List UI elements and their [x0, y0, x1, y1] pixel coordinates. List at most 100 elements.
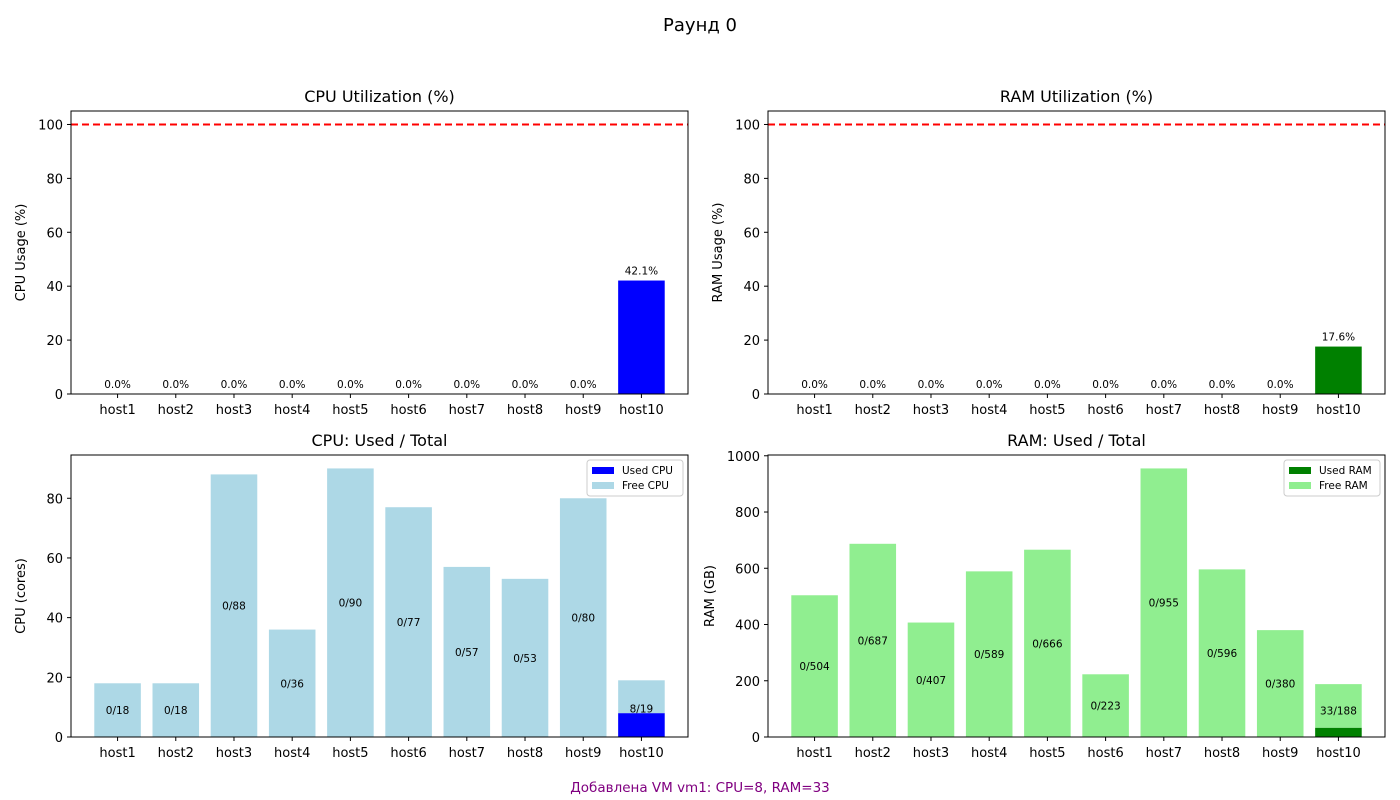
y-tick-label: 0	[55, 731, 63, 746]
bar-free-cpu-host9	[559, 498, 607, 737]
y-tick-label: 60	[46, 552, 63, 567]
x-tick-label: host5	[1029, 746, 1065, 761]
cpu-used-total-chart: CPU: Used / Total CPU (cores) 0/18 host1 0/1…	[14, 431, 689, 761]
legend-label: Used CPU	[622, 465, 673, 477]
bar-free-ram-host4	[965, 571, 1013, 737]
bar-free-ram-host9	[1256, 630, 1304, 737]
data-label: 0.0%	[1150, 379, 1177, 391]
x-tick-label: host2	[855, 403, 891, 418]
legend-label: Free CPU	[622, 480, 669, 492]
x-tick-label: host3	[216, 403, 252, 418]
data-label: 0/223	[1090, 701, 1120, 713]
y-tick-label: 20	[743, 334, 760, 349]
data-label: 0.0%	[512, 379, 539, 391]
legend-label: Free RAM	[1319, 480, 1368, 492]
bar-free-ram-host8	[1198, 569, 1246, 737]
x-tick-label: host9	[1262, 746, 1298, 761]
data-label: 0/57	[455, 647, 479, 659]
x-tick-label: host8	[507, 403, 543, 418]
status-footer: Добавлена VM vm1: CPU=8, RAM=33	[570, 780, 830, 796]
x-tick-label: host3	[216, 746, 252, 761]
x-tick-label: host6	[1087, 746, 1123, 761]
y-tick-label: 1000	[727, 450, 760, 465]
x-tick-label: host5	[332, 746, 368, 761]
data-label: 0/955	[1149, 598, 1179, 610]
y-tick-label: 0	[752, 388, 760, 403]
data-label: 0.0%	[918, 379, 945, 391]
data-label: 8/19	[630, 704, 654, 716]
y-tick-label: 100	[38, 118, 63, 133]
y-tick-label: 80	[46, 172, 63, 187]
bar-free-cpu-host1	[94, 683, 141, 737]
y-axis-label: CPU (cores)	[14, 558, 29, 634]
data-label: 0/380	[1265, 679, 1295, 691]
ram-used-total-chart: RAM: Used / Total RAM (GB) 0/504 host1 0/687…	[703, 431, 1386, 761]
data-label: 0/53	[513, 653, 537, 665]
x-tick-label: host5	[1029, 403, 1065, 418]
data-label: 0.0%	[570, 379, 597, 391]
bar-free-ram-host1	[791, 595, 838, 737]
x-tick-label: host6	[390, 403, 426, 418]
data-label: 0/18	[106, 705, 130, 717]
y-axis-label: CPU Usage (%)	[14, 204, 29, 302]
x-tick-label: host8	[1204, 403, 1240, 418]
bar-free-cpu-host6	[385, 507, 432, 737]
bar-free-cpu-host7	[443, 566, 491, 737]
data-label: 0.0%	[162, 379, 189, 391]
data-label: 0/77	[397, 617, 421, 629]
bar-free-cpu-host10	[618, 680, 665, 714]
y-tick-label: 80	[743, 172, 760, 187]
legend-swatch	[1289, 467, 1311, 474]
data-label: 0.0%	[104, 379, 131, 391]
x-tick-label: host3	[913, 403, 949, 418]
legend-label: Used RAM	[1319, 465, 1372, 477]
bar-free-cpu-host4	[268, 629, 316, 737]
x-tick-label: host7	[449, 403, 485, 418]
data-label: 0/88	[222, 601, 246, 613]
bar-free-ram-host6	[1082, 674, 1129, 737]
x-tick-label: host4	[971, 403, 1007, 418]
data-label: 0/80	[571, 613, 595, 625]
x-tick-label: host10	[619, 403, 664, 418]
data-label: 0.0%	[976, 379, 1003, 391]
x-tick-label: host9	[565, 746, 601, 761]
y-tick-label: 60	[46, 226, 63, 241]
x-tick-label: host2	[855, 746, 891, 761]
x-tick-label: host8	[507, 746, 543, 761]
data-label: 0.0%	[221, 379, 248, 391]
legend-swatch	[592, 482, 614, 489]
data-label: 0.0%	[859, 379, 886, 391]
x-tick-label: host7	[449, 746, 485, 761]
y-tick-label: 400	[735, 619, 760, 634]
data-label: 0.0%	[1267, 379, 1294, 391]
legend: Used RAM Free RAM	[1283, 459, 1381, 497]
data-label: 0/407	[916, 675, 946, 687]
bar-free-cpu-host8	[501, 578, 549, 737]
y-axis-label: RAM (GB)	[703, 565, 718, 627]
y-tick-label: 0	[752, 731, 760, 746]
plot-frame	[70, 110, 689, 395]
bar-free-cpu-host2	[152, 683, 200, 737]
plot-frame	[70, 454, 689, 738]
x-tick-label: host4	[274, 746, 310, 761]
x-tick-label: host10	[619, 746, 664, 761]
chart-title: CPU Utilization (%)	[304, 87, 455, 106]
x-tick-label: host3	[913, 746, 949, 761]
y-tick-label: 0	[55, 388, 63, 403]
data-label: 0/90	[339, 598, 363, 610]
bar-host10	[1315, 346, 1362, 394]
x-tick-label: host1	[796, 746, 832, 761]
x-tick-label: host1	[99, 746, 135, 761]
plot-frame	[767, 454, 1386, 738]
bar-free-cpu-host3	[210, 474, 258, 737]
chart-title: RAM Utilization (%)	[1000, 87, 1153, 106]
x-tick-label: host10	[1316, 746, 1361, 761]
bar-free-ram-host5	[1024, 549, 1071, 737]
x-tick-label: host8	[1204, 746, 1240, 761]
x-tick-label: host5	[332, 403, 368, 418]
bar-used-ram-host10	[1315, 727, 1362, 737]
x-tick-label: host6	[390, 746, 426, 761]
data-label: 0/36	[280, 678, 304, 690]
x-tick-label: host7	[1146, 403, 1182, 418]
